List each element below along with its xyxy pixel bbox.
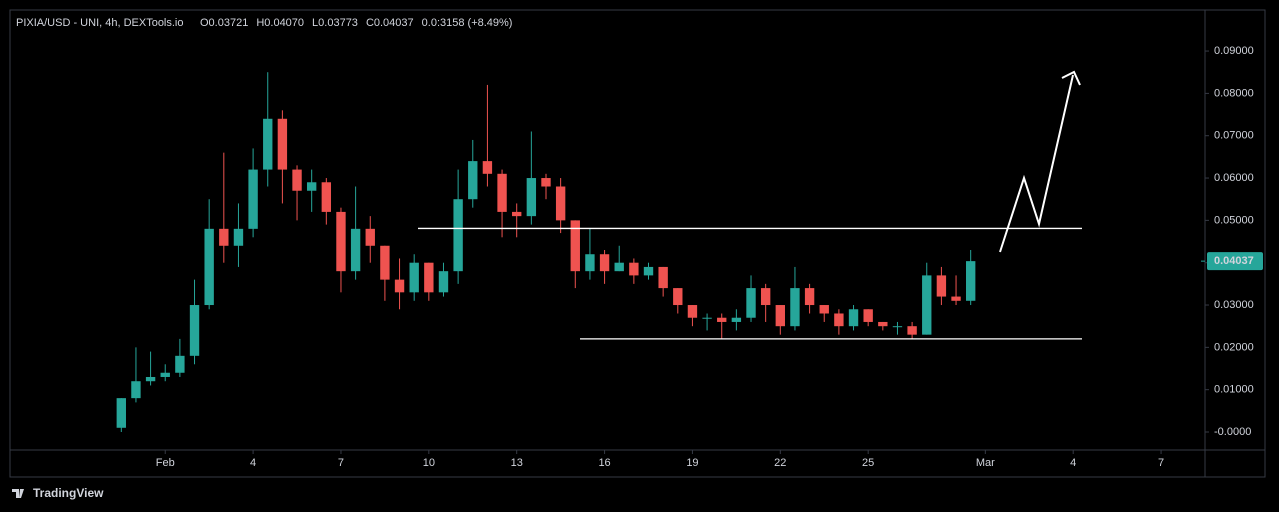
candle-body [555, 186, 566, 221]
ohlc-value: C0.04037 [366, 17, 414, 29]
candle-body [131, 381, 141, 399]
projection-arrow [999, 74, 1074, 253]
y-tick-label: 0.01000 [1214, 384, 1254, 396]
candle-body [922, 275, 932, 335]
candle-body [219, 228, 229, 246]
candle-body [614, 262, 624, 272]
ohlc-value: L0.03773 [312, 17, 358, 29]
brand-logo [12, 489, 24, 498]
candle-body [892, 326, 903, 328]
candle-body [175, 355, 185, 373]
candle-body [409, 262, 419, 293]
candle-body [321, 182, 332, 212]
y-tick-label: -0.0000 [1214, 426, 1251, 438]
candle-body [350, 228, 361, 272]
candle-body [687, 305, 698, 318]
candle-body [878, 321, 888, 327]
candle-body [116, 398, 126, 428]
candle-body [263, 118, 273, 170]
ohlc-legend: O0.03721 H0.04070 L0.03773 C0.04037 0.0:3158… [200, 17, 512, 29]
candle-body [599, 254, 610, 272]
candle-body [731, 317, 742, 322]
y-tick-label: 0.07000 [1214, 130, 1254, 142]
candle-body [468, 161, 478, 200]
candle-body [848, 309, 859, 327]
x-tick-label: Feb [156, 457, 175, 469]
x-tick-label: 25 [862, 457, 874, 469]
candle-body [248, 169, 258, 229]
candle-body [760, 288, 771, 306]
candle-body [643, 266, 654, 276]
candle-body [804, 288, 815, 306]
y-tick-label: 0.05000 [1214, 214, 1254, 226]
candle-body [585, 254, 595, 272]
candle-body [570, 220, 580, 272]
arrow-head [1061, 70, 1081, 86]
y-tick-label: 0.02000 [1214, 341, 1254, 353]
candle-body [394, 279, 405, 293]
candle-body [424, 262, 434, 293]
ohlc-value: 0.0:3158 (+8.49%) [422, 17, 513, 29]
x-tick-label: 10 [423, 457, 435, 469]
candle-body [497, 173, 507, 212]
candle-body [746, 288, 756, 318]
candle-body [673, 288, 683, 306]
candle-body [482, 161, 493, 174]
candle-body [717, 317, 727, 322]
ohlc-value: O0.03721 [200, 17, 248, 29]
candle-body [453, 199, 463, 272]
ohlc-value: H0.04070 [256, 17, 304, 29]
last-price-box [1207, 252, 1263, 271]
candle-body [306, 182, 317, 191]
candle-body [438, 271, 449, 293]
candle-body [277, 118, 288, 170]
candle-body [819, 305, 829, 314]
candle-body [541, 178, 551, 187]
candle-body [702, 317, 712, 319]
candle-body [526, 178, 537, 217]
x-tick-label: 7 [1158, 457, 1164, 469]
candle-body [233, 228, 244, 246]
brand: TradingView [33, 486, 104, 500]
candle-body [966, 261, 976, 301]
candle-body [790, 288, 800, 327]
x-tick-label: 4 [1070, 457, 1076, 469]
candle-body [863, 309, 873, 322]
candle-body [512, 211, 522, 217]
candle-body [951, 296, 961, 301]
candle-body [629, 262, 639, 276]
y-tick-label: 0.08000 [1214, 87, 1254, 99]
x-tick-label: Mar [976, 457, 995, 469]
candle-body [145, 376, 156, 382]
x-tick-label: 22 [774, 457, 786, 469]
candle-body [380, 245, 390, 280]
candle-body [658, 266, 668, 289]
candle-body [292, 169, 302, 191]
candle-body [775, 305, 785, 327]
candle-body [907, 326, 917, 335]
x-tick-label: 19 [686, 457, 698, 469]
y-tick-label: 0.03000 [1214, 299, 1254, 311]
candle-body [204, 228, 214, 306]
candle-body [336, 211, 346, 272]
x-tick-label: 13 [511, 457, 523, 469]
candle-body [365, 228, 375, 246]
plot [116, 72, 976, 433]
chart-title: PIXIA/USD - UNI, 4h, DEXTools.io [16, 17, 184, 29]
y-tick-label: 0.06000 [1214, 172, 1254, 184]
last-price-label: 0.04037 [1214, 255, 1254, 267]
candle-body [189, 305, 200, 356]
candle-body [936, 275, 947, 297]
candle-body [834, 313, 844, 327]
x-tick-label: 7 [338, 457, 344, 469]
candle-body [160, 372, 170, 377]
x-tick-label: 16 [598, 457, 610, 469]
x-tick-label: 4 [250, 457, 256, 469]
y-tick-label: 0.09000 [1214, 45, 1254, 57]
